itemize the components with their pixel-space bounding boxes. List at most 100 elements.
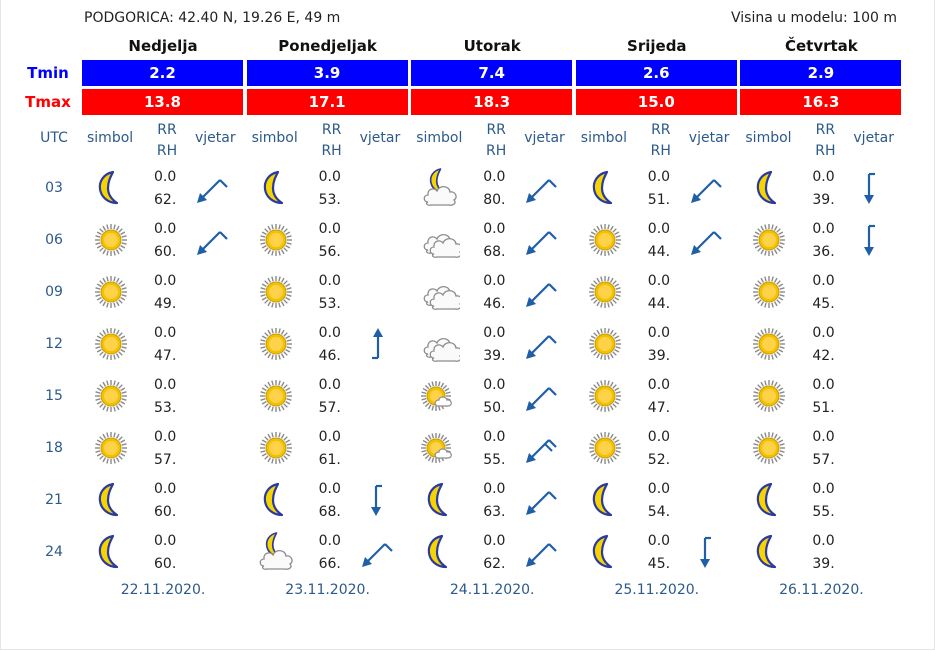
rh-value: 42. (812, 348, 835, 364)
tmax-value: 18.3 (411, 89, 573, 115)
rr-value: 0.0 (154, 481, 177, 497)
rr-value: 0.0 (647, 273, 671, 289)
tmin-value: 2.6 (575, 60, 737, 86)
moon-icon (749, 532, 789, 572)
date-label: 22.11.2020. (120, 582, 206, 598)
rh-value: 57. (154, 452, 177, 468)
rh-value: 52. (647, 452, 671, 468)
rr-value: 0.0 (483, 429, 506, 445)
rr-value: 0.0 (647, 429, 671, 445)
rh-value: 61. (318, 452, 341, 468)
rh-value: 51. (647, 192, 671, 208)
tmax-label: Tmax (25, 93, 71, 111)
tmin-value: 2.9 (740, 60, 902, 86)
rh-value: 60. (154, 504, 177, 520)
rr-header: RR (157, 122, 177, 138)
rr-value: 0.0 (812, 533, 835, 549)
rh-value: 36. (812, 244, 835, 260)
rr-value: 0.0 (318, 377, 341, 393)
rh-value: 47. (154, 348, 177, 364)
tmax-value: 17.1 (246, 89, 408, 115)
utc-hour-18: 18 (45, 440, 63, 456)
sun-icon (749, 272, 789, 312)
simbol-header: simbol (87, 130, 134, 146)
rr-header: RR (651, 122, 671, 138)
wind-arrow-s-icon (358, 324, 398, 364)
wind-arrow-ne-strong-icon (522, 428, 562, 468)
rh-value: 39. (483, 348, 506, 364)
rr-value: 0.0 (812, 325, 835, 341)
vjetar-header: vjetar (853, 130, 895, 146)
rr-value: 0.0 (483, 169, 506, 185)
rh-header: RH (815, 143, 836, 159)
tmax-value: 13.8 (82, 89, 243, 115)
rh-value: 54. (647, 504, 671, 520)
utc-hour-15: 15 (45, 388, 63, 404)
tmax-value: 16.3 (740, 89, 902, 115)
moon-icon (585, 532, 625, 572)
rr-value: 0.0 (812, 221, 835, 237)
wind-arrow-n-icon (687, 532, 727, 572)
wind-arrow-ne-icon (522, 480, 562, 520)
rh-value: 45. (647, 556, 671, 572)
cloud-icon (420, 272, 463, 312)
sun-icon (585, 428, 625, 468)
rr-value: 0.0 (483, 377, 506, 393)
rr-value: 0.0 (318, 481, 341, 497)
rh-header: RH (650, 143, 671, 159)
tmax-value: 15.0 (575, 89, 737, 115)
wind-arrow-n-icon (851, 220, 891, 260)
date-label: 24.11.2020. (449, 582, 535, 598)
rr-value: 0.0 (318, 533, 341, 549)
tmin-value: 3.9 (246, 60, 408, 86)
rh-value: 55. (483, 452, 506, 468)
rr-value: 0.0 (812, 169, 835, 185)
utc-hour-24: 24 (45, 544, 63, 560)
model-height-label: Visina u modelu: 100 m (730, 10, 897, 26)
rr-value: 0.0 (154, 533, 177, 549)
sun-icon (91, 376, 131, 416)
sun-cloud-icon (420, 428, 460, 468)
sun-icon (256, 428, 296, 468)
moon-icon (749, 168, 789, 208)
rh-value: 62. (154, 192, 177, 208)
rh-value: 60. (154, 556, 177, 572)
rr-header: RR (321, 122, 342, 138)
rh-value: 39. (812, 192, 835, 208)
rr-value: 0.0 (483, 273, 506, 289)
rh-header: RH (321, 143, 342, 159)
tmin-value: 7.4 (411, 60, 573, 86)
wind-arrow-n-icon (851, 168, 891, 208)
rr-value: 0.0 (647, 377, 671, 393)
sun-icon (256, 272, 296, 312)
sun-icon (749, 220, 789, 260)
rr-value: 0.0 (812, 429, 835, 445)
rh-value: 56. (318, 244, 341, 260)
tmin-value: 2.2 (82, 60, 243, 86)
rh-value: 53. (154, 400, 177, 416)
rr-value: 0.0 (483, 533, 506, 549)
utc-hour-21: 21 (45, 492, 63, 508)
sun-icon (91, 220, 131, 260)
date-label: 23.11.2020. (285, 582, 370, 598)
date-label: 26.11.2020. (779, 582, 864, 598)
location-label: PODGORICA: 42.40 N, 19.26 E, 49 m (84, 10, 341, 26)
rr-value: 0.0 (318, 429, 341, 445)
rr-value: 0.0 (154, 325, 177, 341)
rr-value: 0.0 (483, 221, 506, 237)
rr-value: 0.0 (318, 273, 341, 289)
moon-cloud-icon (420, 168, 460, 208)
rh-value: 57. (318, 400, 341, 416)
rr-value: 0.0 (154, 273, 177, 289)
rh-value: 45. (812, 296, 835, 312)
sun-icon (91, 272, 131, 312)
wind-arrow-ne-icon (193, 220, 233, 260)
moon-icon (256, 480, 296, 520)
rh-value: 44. (647, 244, 671, 260)
rh-value: 55. (812, 504, 835, 520)
simbol-header: simbol (745, 130, 792, 146)
rh-value: 47. (647, 400, 671, 416)
rr-value: 0.0 (812, 481, 835, 497)
rh-value: 60. (154, 244, 177, 260)
simbol-header: simbol (580, 130, 627, 146)
